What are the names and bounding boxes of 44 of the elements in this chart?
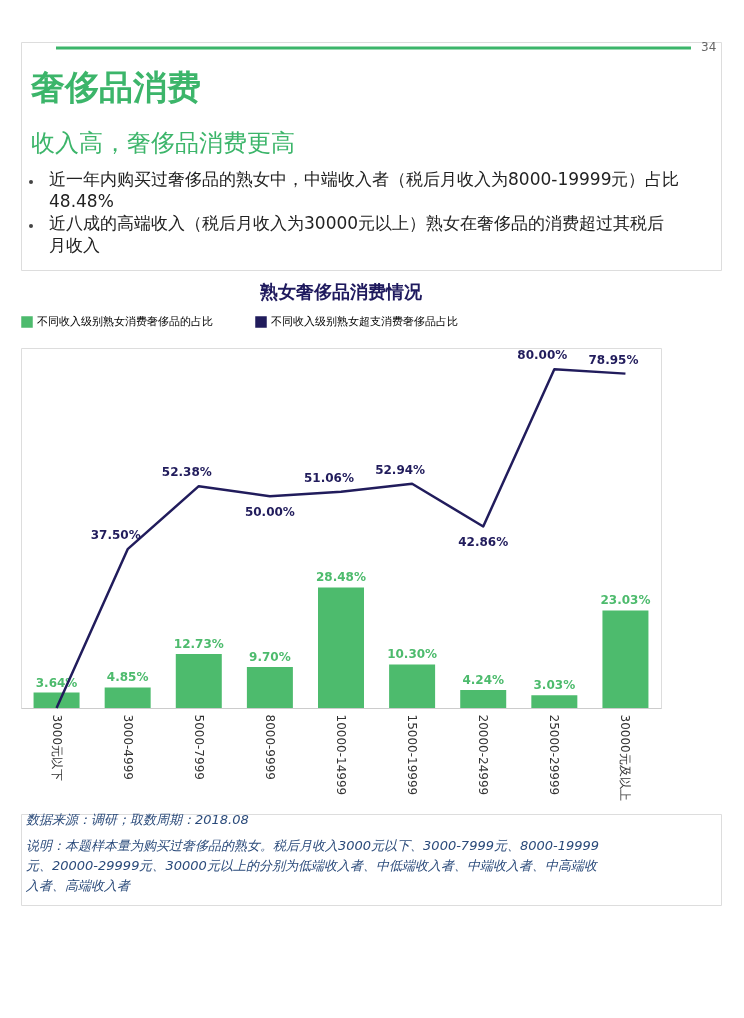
text: 近八成的高端收入（税后月收入为30000元以上）熟女在奢侈品的消费超过其税后月收入: [49, 213, 665, 255]
bar: [246, 666, 293, 708]
bar: [389, 664, 436, 708]
text: 近一年内购买过奢侈品的熟女中，中端收入者（税后月收入为8000-19999元）占比48.48%: [49, 169, 680, 211]
bar: [602, 610, 649, 708]
data-label: 50.00%: [244, 505, 295, 520]
bar: [175, 654, 222, 708]
x-tick-label: 3000-4999: [120, 714, 135, 780]
x-tick-label: 20000-24999: [476, 714, 491, 796]
data-label: 80.00%: [517, 348, 568, 363]
x-tick-label: 3000元以下: [49, 714, 64, 782]
text: 34: [701, 40, 717, 54]
source-note: 数据来源：调研；取数周期：2018.08: [26, 812, 249, 827]
x-tick-label: 30000元及以上: [618, 714, 633, 801]
data-label: 52.94%: [375, 462, 426, 477]
x-tick-label: 8000-9999: [262, 714, 277, 780]
chart-title: 熟女奢侈品消费情况: [259, 281, 423, 302]
data-label: 10.30%: [387, 647, 438, 662]
data-label: 37.50%: [90, 528, 141, 543]
data-label: 78.95%: [588, 352, 639, 367]
legend-label: 不同收入级别熟女超支消费奢侈品占比: [271, 315, 458, 328]
data-label: 3.03%: [533, 678, 576, 693]
x-tick-label: 15000-19999: [405, 714, 420, 796]
data-label: 28.48%: [316, 570, 366, 585]
text: 奢侈品消费: [30, 67, 201, 107]
bar: [460, 690, 507, 708]
legend-label: 不同收入级别熟女消费奢侈品的占比: [37, 315, 213, 328]
text: 收入高，奢侈品消费更高: [31, 129, 295, 157]
bar: [531, 695, 578, 708]
data-label: 4.85%: [106, 670, 149, 685]
data-label: 9.70%: [249, 649, 291, 664]
x-tick-label: 10000-14999: [334, 714, 348, 796]
bar: [104, 687, 151, 708]
x-tick-label: 25000-29999: [547, 714, 562, 796]
data-label: 52.38%: [161, 465, 212, 480]
x-tick-label: 5000-7999: [191, 714, 206, 780]
data-label: 23.03%: [600, 593, 651, 608]
data-label: 42.86%: [458, 535, 509, 550]
data-label: 4.24%: [462, 673, 505, 688]
bar: [33, 692, 80, 708]
data-label: 51.06%: [304, 470, 354, 485]
data-label: 12.73%: [173, 637, 224, 652]
text: 说明：本题样本量为购买过奢侈品的熟女。税后月收入3000元以下、3000-7999元、8000-19999元、20000-29999元、30000元以上的分别为低端收入者、中低端收入者、中端收入者、中高端收入者、高端收入者: [25, 838, 600, 893]
bar: [318, 587, 364, 708]
